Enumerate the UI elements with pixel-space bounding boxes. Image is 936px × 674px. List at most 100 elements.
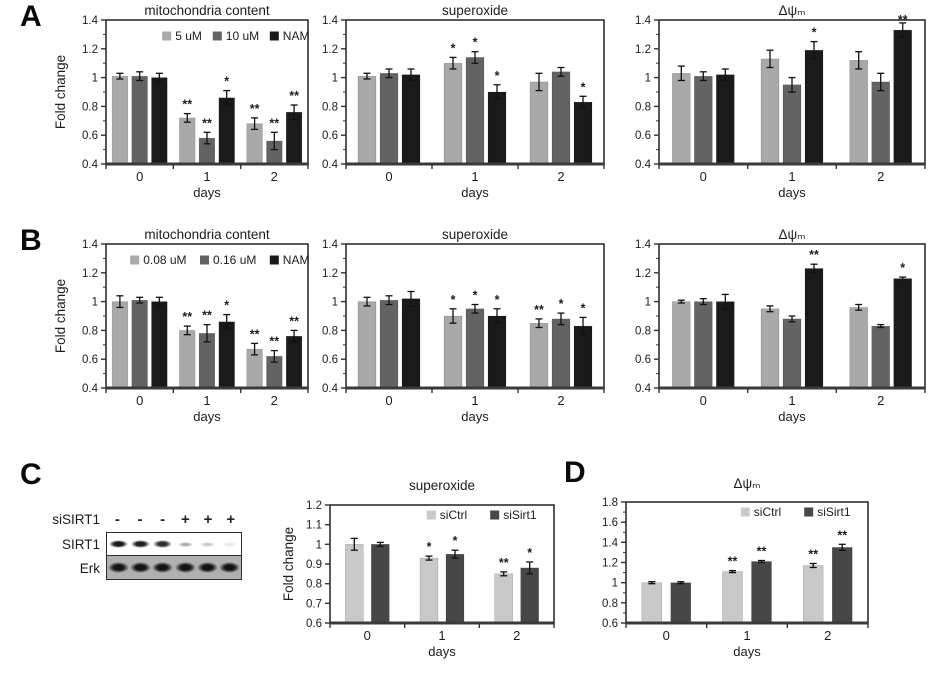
x-axis-label: days — [428, 644, 456, 659]
blot-lane — [107, 533, 129, 555]
svg-text:0.8: 0.8 — [82, 101, 98, 113]
blot-lane — [152, 533, 174, 555]
chart-c-superoxide: 0.6 0.7 0.8 0.9 1 1.1 1.2 0 1 2 * ** * * superoxide day… — [280, 465, 562, 674]
svg-text:0: 0 — [385, 169, 392, 184]
svg-text:1.2: 1.2 — [82, 44, 98, 56]
x-axis-label: days — [461, 409, 489, 424]
svg-text:**: ** — [250, 327, 260, 341]
svg-text:**: ** — [269, 335, 279, 349]
x-axis-label: days — [778, 185, 806, 200]
blot-lane-sign: + — [180, 510, 190, 528]
blot-lane — [129, 556, 151, 579]
x-axis-label: days — [461, 185, 489, 200]
bars — [357, 298, 593, 389]
svg-text:1.4: 1.4 — [82, 15, 99, 27]
blot-lane-signs: - - - + + + — [106, 511, 242, 528]
svg-text:0.4: 0.4 — [635, 383, 652, 395]
chart-a-superoxide: 0.4 0.6 0.8 1 1.2 1.4 0 1 2 * * * * superoxide days — [312, 2, 612, 216]
svg-text:0.6: 0.6 — [82, 130, 98, 142]
svg-text:siCtrl: siCtrl — [754, 505, 781, 519]
svg-text:1: 1 — [612, 578, 618, 590]
svg-text:**: ** — [898, 13, 908, 27]
svg-text:0.6: 0.6 — [82, 354, 98, 366]
svg-text:**: ** — [757, 545, 767, 559]
svg-text:*: * — [427, 540, 432, 554]
chart-title: Δψₘ — [733, 476, 760, 491]
error-bars-and-significance: *** — [677, 248, 907, 329]
svg-text:**: ** — [182, 98, 192, 112]
svg-text:siSirt1: siSirt1 — [503, 508, 537, 522]
blot-band — [219, 562, 241, 573]
svg-text:1: 1 — [203, 393, 210, 408]
bars — [357, 57, 593, 165]
blot-bands-erk — [106, 556, 242, 580]
blot-band — [222, 541, 238, 547]
x-axis-label: days — [778, 409, 806, 424]
svg-text:0.4: 0.4 — [82, 159, 99, 171]
svg-text:**: ** — [269, 116, 279, 130]
svg-text:0.7: 0.7 — [306, 598, 322, 610]
chart-title: mitochondria content — [144, 3, 270, 18]
blot-band — [199, 541, 215, 547]
svg-text:**: ** — [837, 528, 847, 542]
svg-text:1.4: 1.4 — [82, 239, 99, 251]
svg-text:0.6: 0.6 — [306, 618, 322, 630]
svg-text:*: * — [451, 41, 456, 55]
chart-title: mitochondria content — [144, 227, 270, 242]
chart-svg: 0.4 0.6 0.8 1 1.2 1.4 0 1 2 * * * * superoxide days — [322, 3, 605, 200]
blot-lane-sign: + — [203, 510, 213, 528]
svg-text:1: 1 — [645, 297, 651, 309]
svg-text:1: 1 — [743, 628, 750, 643]
svg-text:*: * — [559, 297, 564, 311]
chart-d-membrane-potential: 0.6 0.8 1 1.2 1.4 1.6 1.8 0 1 2 ** ** ** ** Δψₘ days siC… — [586, 468, 876, 668]
svg-text:**: ** — [289, 314, 299, 328]
x-axis-label: days — [733, 644, 761, 659]
svg-text:0.6: 0.6 — [322, 130, 338, 142]
svg-text:2: 2 — [557, 169, 564, 184]
svg-text:0.8: 0.8 — [635, 325, 651, 337]
svg-text:**: ** — [289, 89, 299, 103]
svg-text:0.4: 0.4 — [82, 383, 99, 395]
svg-text:0.6: 0.6 — [635, 354, 651, 366]
svg-text:1.4: 1.4 — [602, 537, 619, 549]
svg-text:*: * — [224, 299, 229, 313]
svg-text:**: ** — [809, 248, 819, 262]
panel-label-b: B — [20, 224, 42, 257]
svg-text:**: ** — [182, 310, 192, 324]
blot-lane — [174, 533, 196, 555]
chart-a-mitochondria-content: 0.4 0.6 0.8 1 1.2 1.4 0 1 2 ** ** ** ** * ** mitochondr… — [52, 2, 316, 216]
blot-lane — [152, 556, 174, 579]
svg-text:siCtrl: siCtrl — [440, 508, 467, 522]
blot-lane-sign: - — [114, 510, 120, 528]
svg-text:*: * — [451, 293, 456, 307]
blot-condition-label: siSIRT1 — [52, 511, 100, 527]
bars — [111, 299, 303, 389]
legend: siCtrl siSirt1 — [740, 505, 851, 519]
svg-text:5 uM: 5 uM — [175, 29, 202, 43]
svg-text:2: 2 — [271, 169, 278, 184]
blot-band — [174, 562, 196, 573]
svg-text:**: ** — [728, 555, 738, 569]
svg-text:0.08 uM: 0.08 uM — [143, 253, 186, 267]
svg-text:**: ** — [499, 556, 509, 570]
chart-b-mitochondria-content: 0.4 0.6 0.8 1 1.2 1.4 0 1 2 ** ** ** ** * ** mitochondr… — [52, 226, 316, 440]
chart-title: Δψₘ — [778, 227, 805, 242]
blot-row-erk: Erk — [40, 556, 252, 580]
legend: 5 uM 10 uM NAM — [162, 29, 309, 43]
svg-text:*: * — [812, 26, 817, 40]
svg-text:0.9: 0.9 — [306, 559, 322, 571]
panel-label-d: D — [564, 456, 586, 489]
chart-title: superoxide — [442, 3, 508, 18]
svg-text:*: * — [581, 301, 586, 315]
blot-lane — [219, 556, 241, 579]
blot-band — [129, 562, 151, 573]
chart-a-membrane-potential: 0.4 0.6 0.8 1 1.2 1.4 0 1 2 * ** Δψₘ days — [625, 2, 933, 216]
blot-band — [152, 562, 174, 573]
svg-text:0.8: 0.8 — [602, 598, 618, 610]
svg-text:1.2: 1.2 — [82, 268, 98, 280]
blot-row-label-erk: Erk — [79, 560, 100, 576]
blot-band — [107, 562, 129, 573]
